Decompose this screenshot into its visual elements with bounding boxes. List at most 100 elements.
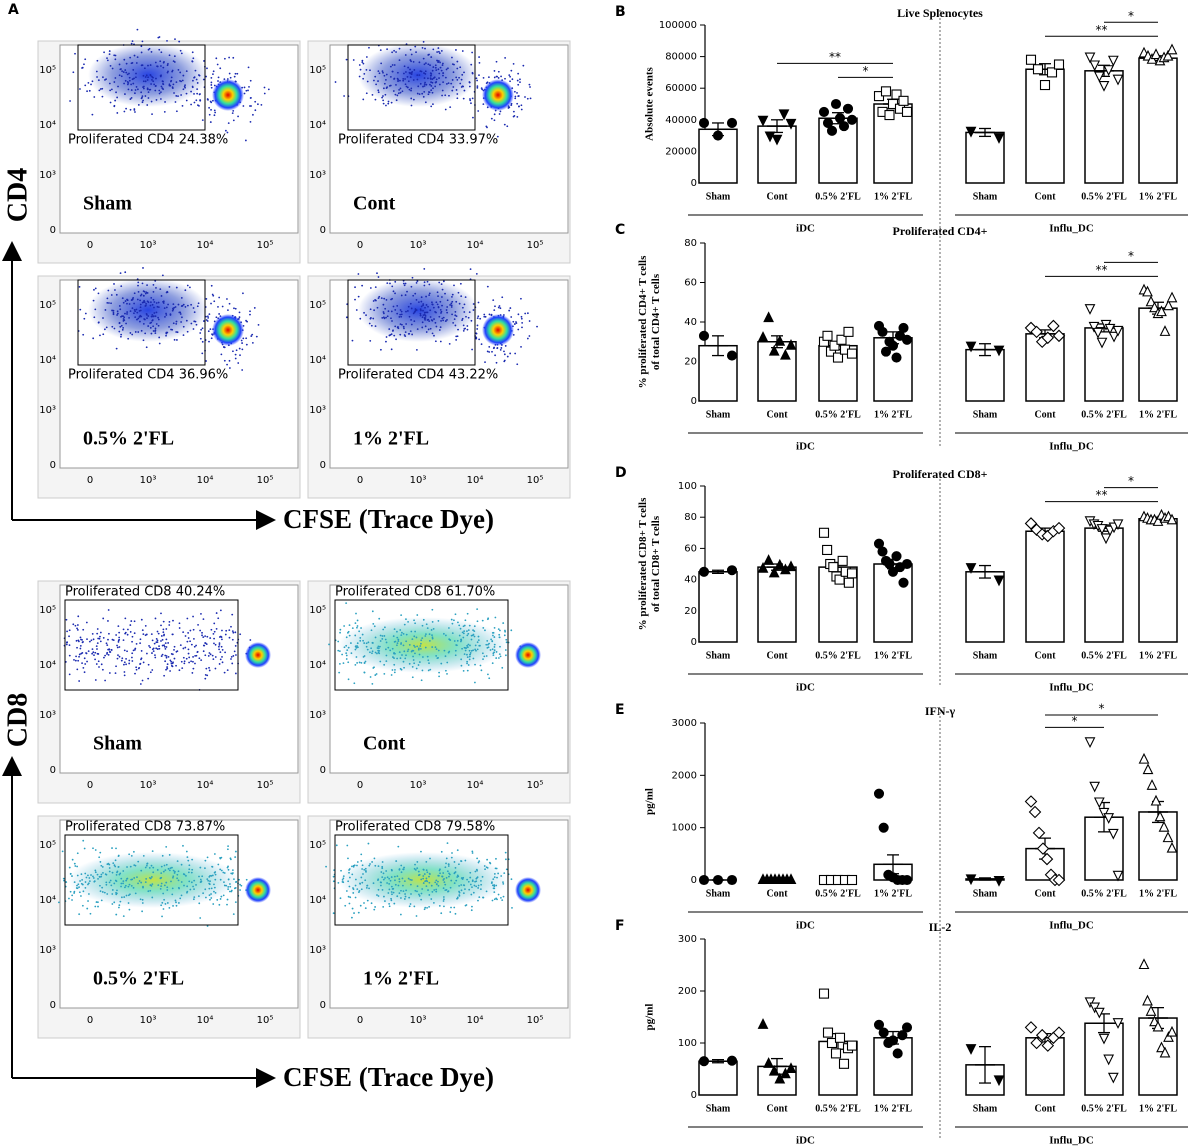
cell-dot [416, 861, 419, 863]
cell-dot [177, 870, 180, 873]
y-tick-label: 0 [320, 460, 326, 471]
cell-dot [126, 298, 128, 301]
cell-dot [95, 901, 98, 903]
cell-dot [488, 345, 491, 348]
y-tick-label: 0 [691, 1090, 697, 1101]
cell-dot [182, 334, 185, 336]
cell-dot [354, 878, 357, 881]
cell-dot [74, 659, 77, 662]
cell-dot [410, 104, 413, 107]
cell-dot [377, 91, 380, 94]
x-tick-label: 0 [357, 475, 363, 486]
cell-dot [431, 81, 434, 84]
plot-area [59, 584, 299, 774]
cell-dot [84, 872, 87, 875]
cell-dot [371, 652, 373, 655]
cell-dot [186, 856, 189, 859]
cell-dot [447, 890, 450, 893]
cell-dot [494, 305, 496, 308]
cell-dot [86, 660, 88, 663]
cell-dot [362, 873, 364, 875]
cell-dot [484, 868, 486, 871]
cell-dot [374, 325, 377, 328]
cell-dot [135, 72, 137, 75]
data-point [1103, 1054, 1115, 1066]
cell-dot [517, 72, 520, 75]
cell-dot [107, 289, 110, 292]
cell-dot [401, 323, 403, 326]
cell-dot [420, 892, 423, 895]
cell-dot [144, 95, 147, 97]
cell-dot [174, 101, 177, 103]
cell-dot [165, 863, 168, 866]
cell-dot [392, 90, 395, 92]
cell-dot [176, 339, 178, 341]
cell-dot [144, 76, 147, 78]
cell-dot [150, 876, 153, 878]
cell-dot [493, 891, 496, 894]
cell-dot [484, 361, 486, 364]
cell-dot [512, 62, 515, 65]
cell-dot [263, 86, 266, 89]
cell-dot [84, 58, 87, 61]
cell-dot [85, 621, 88, 624]
cell-dot [249, 313, 251, 316]
cell-dot [108, 632, 110, 635]
cell-dot [476, 328, 479, 330]
cell-dot [185, 99, 188, 102]
y-tick-label: 10⁵ [309, 65, 326, 76]
cell-dot [122, 870, 125, 872]
data-point [1142, 285, 1153, 297]
cell-dot [391, 70, 394, 73]
data-point [1024, 795, 1038, 808]
cell-dot [122, 71, 125, 73]
cell-dot [478, 61, 481, 64]
data-point [1035, 1028, 1049, 1042]
cell-dot [504, 630, 507, 633]
cell-dot [356, 888, 359, 891]
cell-dot [73, 658, 75, 661]
cell-dot [468, 888, 471, 891]
cell-dot [156, 639, 159, 642]
cell-dot [141, 96, 143, 99]
cell-dot [152, 871, 155, 874]
data-point [901, 874, 913, 886]
cell-dot [123, 82, 125, 85]
cell-dot [99, 334, 101, 337]
cell-dot [155, 77, 157, 80]
cell-dot [432, 306, 435, 309]
cell-dot [108, 867, 111, 869]
cell-dot [227, 886, 230, 888]
cell-dot [89, 912, 92, 915]
cell-dot [413, 905, 416, 908]
cell-dot [492, 654, 495, 657]
cell-dot [87, 650, 90, 653]
cell-dot [180, 80, 183, 83]
cell-dot [78, 886, 80, 888]
cell-dot [241, 342, 244, 344]
data-point [1159, 1046, 1171, 1058]
cell-dot [432, 901, 435, 904]
cell-dot [254, 100, 257, 103]
cell-dot [431, 634, 433, 637]
cell-dot [240, 339, 243, 342]
cell-dot [226, 131, 229, 134]
cell-dot [384, 648, 387, 651]
cell-dot [96, 628, 99, 630]
data-point [887, 1035, 899, 1046]
cell-dot [467, 643, 470, 646]
data-point [836, 334, 847, 345]
cell-dot [119, 900, 122, 903]
cell-dot [400, 889, 402, 892]
cell-dot [201, 875, 204, 878]
cell-dot [464, 619, 467, 622]
cell-dot [396, 636, 399, 639]
cell-dot [168, 906, 171, 909]
gate [347, 44, 476, 131]
data-point [1046, 67, 1058, 78]
cell-dot [486, 858, 489, 861]
cell-cloud [338, 852, 508, 908]
cell-dot [120, 877, 123, 880]
cell-dot [165, 656, 168, 659]
cell-dot [133, 302, 135, 305]
